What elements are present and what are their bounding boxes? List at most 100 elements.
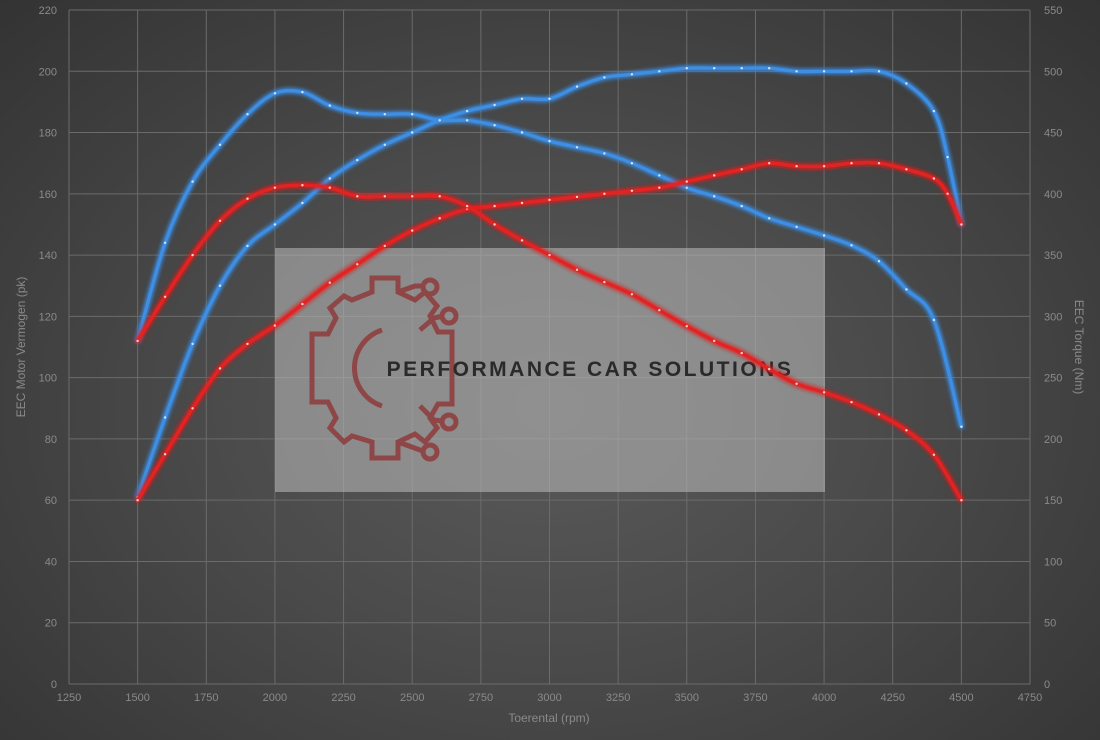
data-point <box>218 367 222 370</box>
data-point <box>328 281 331 284</box>
data-point <box>795 225 798 229</box>
data-point <box>383 244 386 248</box>
data-point <box>328 104 331 107</box>
series-line <box>136 66 963 499</box>
data-point <box>301 302 304 306</box>
data-point <box>768 367 771 371</box>
data-point <box>575 268 579 271</box>
data-point <box>301 90 304 94</box>
data-point <box>548 198 551 202</box>
data-point <box>191 342 194 346</box>
data-point <box>603 192 606 195</box>
x-tick-label: 1250 <box>57 692 81 704</box>
data-point <box>520 239 524 242</box>
y-left-tick-label: 200 <box>39 66 57 78</box>
data-point <box>465 204 469 208</box>
series <box>136 66 963 502</box>
data-point <box>411 131 414 134</box>
data-point <box>383 113 386 116</box>
data-point <box>328 186 331 189</box>
y-right-tick-label: 450 <box>1044 128 1062 140</box>
data-point <box>575 85 579 88</box>
data-point <box>877 413 881 416</box>
y-left-tick-label: 20 <box>45 618 57 630</box>
data-point <box>946 155 949 159</box>
data-point <box>713 67 716 70</box>
x-tick-label: 3000 <box>537 692 561 704</box>
data-point <box>768 162 771 165</box>
data-point <box>932 177 936 180</box>
data-point <box>191 407 194 410</box>
series-torque_stock <box>136 183 963 502</box>
x-tick-label: 3750 <box>743 692 767 704</box>
data-point <box>713 339 716 343</box>
data-point <box>905 168 908 171</box>
data-point <box>822 391 826 394</box>
data-point <box>685 67 688 70</box>
data-point <box>685 325 688 328</box>
y-left-tick-label: 100 <box>39 373 57 385</box>
data-point <box>850 162 853 165</box>
data-point <box>191 180 194 183</box>
data-point <box>163 453 167 456</box>
data-point <box>603 280 606 284</box>
data-point <box>218 143 222 146</box>
data-point <box>163 416 167 419</box>
series-torque_tuned <box>136 89 963 429</box>
x-tick-label: 2250 <box>331 692 355 704</box>
data-point <box>740 67 743 70</box>
data-point <box>218 219 222 222</box>
data-point <box>218 284 222 287</box>
data-point <box>630 162 634 165</box>
data-point <box>658 309 661 312</box>
data-point <box>136 499 139 502</box>
x-tick-label: 2500 <box>400 692 424 704</box>
x-tick-label: 4750 <box>1018 692 1042 704</box>
data-point <box>768 217 771 220</box>
data-point <box>960 223 963 226</box>
data-point <box>520 201 524 205</box>
data-point <box>438 217 441 220</box>
y-left-tick-label: 0 <box>51 679 57 691</box>
data-point <box>548 253 551 257</box>
data-point <box>685 180 688 183</box>
x-tick-label: 3500 <box>675 692 699 704</box>
data-point <box>905 82 908 85</box>
data-point <box>658 174 661 177</box>
data-point <box>411 229 414 232</box>
data-point <box>822 70 826 73</box>
y-right-tick-label: 0 <box>1044 679 1050 691</box>
series-power_stock <box>136 161 963 502</box>
data-point <box>575 195 579 199</box>
gear-circuit-logo <box>309 275 459 462</box>
data-point <box>932 109 936 113</box>
x-tick-label: 2000 <box>263 692 287 704</box>
data-point <box>465 207 469 211</box>
data-point <box>246 244 249 248</box>
y-left-tick-label: 140 <box>39 250 57 262</box>
data-point <box>520 97 524 101</box>
x-tick-label: 2750 <box>469 692 493 704</box>
y-left-tick-label: 60 <box>45 495 57 507</box>
data-point <box>877 70 881 73</box>
data-point <box>411 195 414 198</box>
data-point <box>493 223 496 226</box>
data-point <box>520 131 524 134</box>
data-point <box>740 168 743 171</box>
x-tick-label: 1750 <box>194 692 218 704</box>
y-left-tick-label: 120 <box>39 311 57 323</box>
data-point <box>658 186 661 189</box>
watermark: PERFORMANCE CAR SOLUTIONS <box>275 248 825 492</box>
watermark-panel <box>275 248 825 492</box>
data-point <box>740 351 743 355</box>
data-point <box>465 109 469 113</box>
data-point <box>946 192 949 195</box>
data-point <box>493 204 496 208</box>
data-point <box>630 189 634 192</box>
data-point <box>822 165 826 168</box>
data-point <box>740 204 743 208</box>
y-left-tick-label: 80 <box>45 434 57 446</box>
data-point <box>548 139 551 143</box>
data-point <box>356 158 359 162</box>
